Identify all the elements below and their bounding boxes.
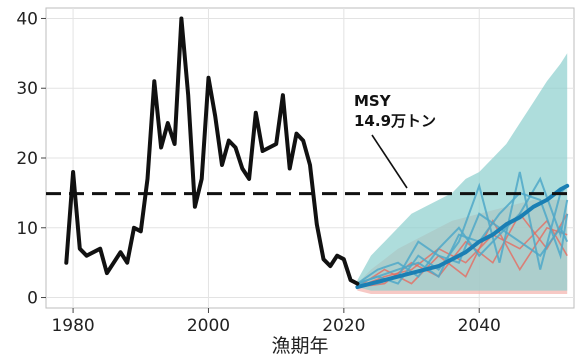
observed-group <box>64 16 360 286</box>
teal-simulation-line-2 <box>356 176 569 285</box>
msy-pointer-line <box>371 134 408 189</box>
median-projection-line <box>355 183 570 290</box>
x-tick-label-2000: 2000 <box>187 316 230 336</box>
y-tick-label-20: 20 <box>16 149 38 169</box>
msy-value-label: 14.9万トン <box>354 112 436 130</box>
y-tick-label-40: 40 <box>16 9 38 29</box>
msy-label: MSY <box>354 92 392 110</box>
teal-simulation-line-1 <box>357 171 568 285</box>
teal-band-group <box>357 53 568 291</box>
teal-simulation-line-4 <box>357 191 569 285</box>
x-tick-label-2040: 2040 <box>458 316 501 336</box>
median-group <box>355 183 570 290</box>
y-tick-label-30: 30 <box>16 79 38 99</box>
x-tick-label-1980: 1980 <box>51 316 94 336</box>
y-axis-ticks: 0 10 20 30 40 <box>16 9 46 309</box>
observed-catch-line <box>64 16 360 286</box>
x-axis-title: 漁期年 <box>271 335 328 357</box>
pink-simulation-line-3 <box>357 219 568 288</box>
x-tick-label-2020: 2020 <box>322 316 365 336</box>
x-axis-ticks: 1980 2000 2020 2040 <box>51 308 501 336</box>
teal-projection-band <box>357 53 568 291</box>
y-tick-label-10: 10 <box>16 219 38 239</box>
y-tick-label-0: 0 <box>27 289 38 309</box>
